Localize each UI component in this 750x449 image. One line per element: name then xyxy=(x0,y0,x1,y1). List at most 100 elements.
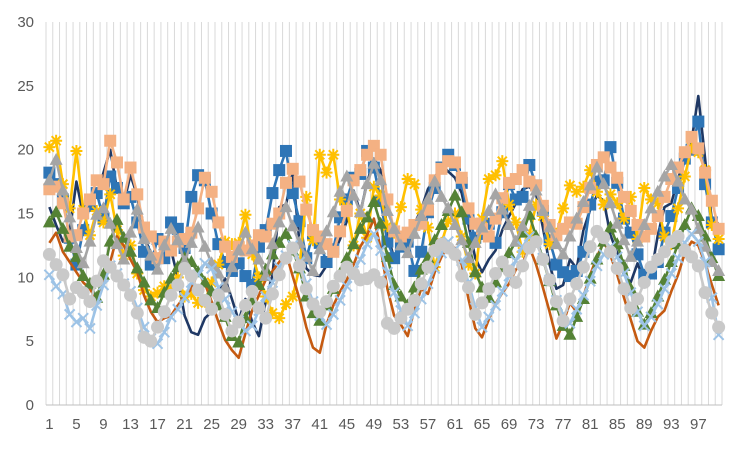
data-point xyxy=(597,151,610,164)
data-point xyxy=(462,202,475,215)
data-point xyxy=(394,311,408,325)
data-point xyxy=(130,306,144,320)
data-point xyxy=(408,178,421,191)
data-point xyxy=(577,245,590,258)
x-tick-label: 89 xyxy=(636,416,653,433)
data-point xyxy=(138,284,151,297)
data-point xyxy=(455,233,469,246)
data-point xyxy=(313,305,327,319)
data-point xyxy=(43,141,56,154)
data-point xyxy=(577,180,590,193)
data-point xyxy=(374,216,388,229)
data-point xyxy=(124,225,137,238)
data-point xyxy=(428,174,442,187)
data-point xyxy=(570,185,583,198)
data-point xyxy=(522,198,536,211)
data-point xyxy=(590,160,604,173)
data-point xyxy=(157,305,171,319)
data-point xyxy=(144,293,158,306)
data-point xyxy=(313,313,327,326)
data-point xyxy=(49,152,63,165)
data-point xyxy=(685,250,699,264)
data-point xyxy=(583,240,597,254)
data-point xyxy=(421,260,435,274)
data-point xyxy=(238,298,252,312)
data-point xyxy=(212,216,225,229)
data-point xyxy=(354,164,367,177)
data-point xyxy=(671,229,685,243)
data-point xyxy=(104,188,117,201)
data-point xyxy=(327,148,340,161)
data-point xyxy=(563,179,576,192)
data-point xyxy=(603,196,617,209)
x-tick-label: 5 xyxy=(72,416,80,433)
data-point xyxy=(198,293,212,307)
data-point xyxy=(117,230,131,243)
data-point xyxy=(414,277,428,291)
data-point xyxy=(225,324,239,338)
data-point xyxy=(448,207,461,220)
data-point xyxy=(617,233,631,246)
data-point xyxy=(483,311,495,323)
data-point xyxy=(516,219,530,232)
data-point xyxy=(205,302,219,316)
data-point xyxy=(651,197,664,210)
data-point xyxy=(96,201,110,214)
x-tick-label: 25 xyxy=(203,416,220,433)
data-point xyxy=(678,170,691,183)
data-point xyxy=(617,212,630,225)
data-point xyxy=(583,178,597,191)
data-point xyxy=(70,316,83,328)
data-point xyxy=(333,269,347,283)
data-point xyxy=(205,276,218,289)
data-point xyxy=(638,181,651,194)
data-point xyxy=(516,190,529,203)
data-point xyxy=(475,296,489,310)
data-point xyxy=(56,183,70,196)
data-point xyxy=(286,187,299,200)
data-point xyxy=(246,320,258,332)
data-point xyxy=(70,144,83,157)
data-point xyxy=(705,306,719,320)
data-point xyxy=(347,237,361,250)
data-point xyxy=(117,252,131,265)
data-point xyxy=(624,301,638,315)
data-point xyxy=(678,146,691,159)
data-point xyxy=(90,274,104,288)
data-point xyxy=(42,247,56,261)
data-point xyxy=(705,218,718,231)
data-point xyxy=(698,286,712,300)
data-point xyxy=(83,193,96,206)
data-point xyxy=(482,173,495,186)
data-point xyxy=(354,253,367,266)
data-point xyxy=(414,209,428,222)
data-point xyxy=(341,280,353,292)
x-tick-label: 53 xyxy=(393,416,410,433)
data-point xyxy=(489,299,502,312)
data-point xyxy=(576,260,590,274)
data-point xyxy=(56,221,70,234)
data-point xyxy=(610,261,624,275)
data-point xyxy=(219,240,232,253)
data-point xyxy=(603,220,617,233)
data-point xyxy=(334,193,347,206)
data-point xyxy=(563,292,577,306)
data-point xyxy=(320,256,333,269)
data-point xyxy=(617,190,630,203)
data-point xyxy=(536,203,550,216)
series-line xyxy=(48,230,720,343)
data-point xyxy=(530,198,543,211)
x-tick-label: 17 xyxy=(149,416,166,433)
x-tick-label: 93 xyxy=(663,416,680,433)
data-point xyxy=(49,205,63,218)
data-point xyxy=(360,210,374,223)
data-point xyxy=(699,166,712,179)
x-tick-label: 13 xyxy=(122,416,139,433)
data-point xyxy=(103,216,117,229)
data-point xyxy=(83,234,97,247)
y-tick-label: 10 xyxy=(17,269,34,286)
data-point xyxy=(360,177,374,190)
data-point xyxy=(448,217,462,230)
data-point xyxy=(83,295,97,309)
